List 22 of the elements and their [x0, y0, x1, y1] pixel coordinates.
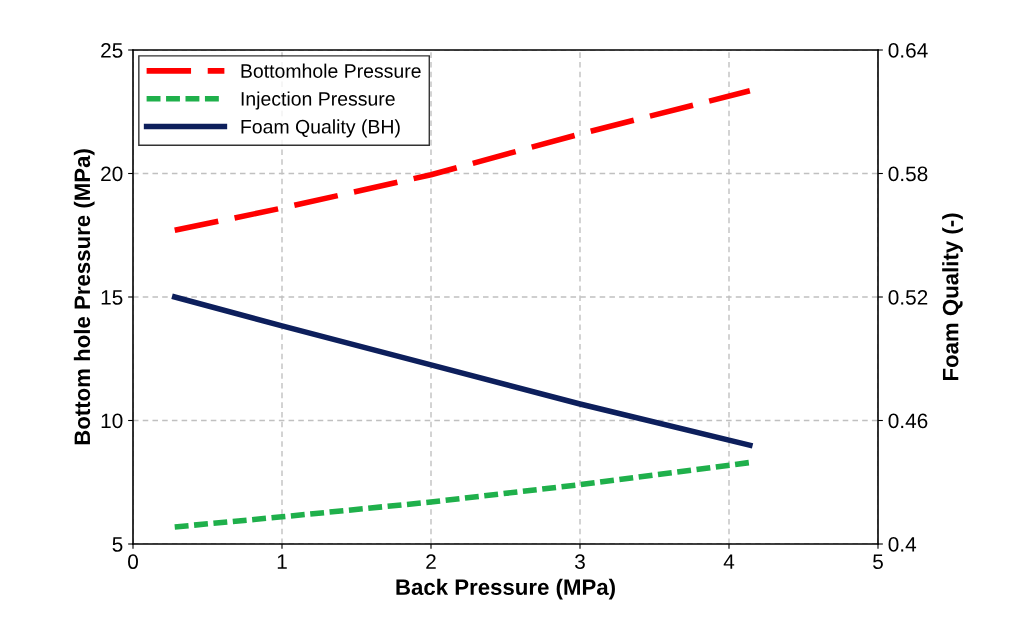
- y2-tick-label: 0.4: [888, 537, 917, 552]
- y2-tick-label: 0.52: [888, 290, 928, 305]
- x-tick-label: 4: [723, 554, 735, 569]
- x-tick-label: 1: [277, 554, 287, 569]
- legend-label: Foam Quality (BH): [241, 119, 400, 138]
- x-tick-label: 5: [873, 554, 883, 570]
- y2-tick-label: 0.46: [888, 413, 928, 429]
- legend-label: Injection Pressure: [241, 91, 395, 110]
- x-tick-label: 3: [575, 554, 585, 570]
- y-tick-label: 25: [101, 43, 123, 58]
- y2-axis-title: Foam Quality (-): [942, 213, 963, 381]
- x-tick-label: 0: [128, 554, 138, 570]
- y-tick-label: 10: [101, 413, 123, 429]
- y-tick-label: 5: [112, 537, 123, 552]
- x-axis-title: Back Pressure (MPa): [396, 578, 615, 600]
- y-tick-label: 20: [101, 166, 123, 182]
- y-tick-label: 15: [101, 290, 123, 305]
- y2-tick-label: 0.64: [888, 43, 928, 58]
- legend-label: Bottomhole Pressure: [241, 63, 421, 78]
- x-tick-label: 2: [426, 554, 436, 569]
- y2-tick-label: 0.58: [888, 166, 928, 182]
- y-axis-title: Bottom hole Pressure (MPa): [73, 149, 95, 445]
